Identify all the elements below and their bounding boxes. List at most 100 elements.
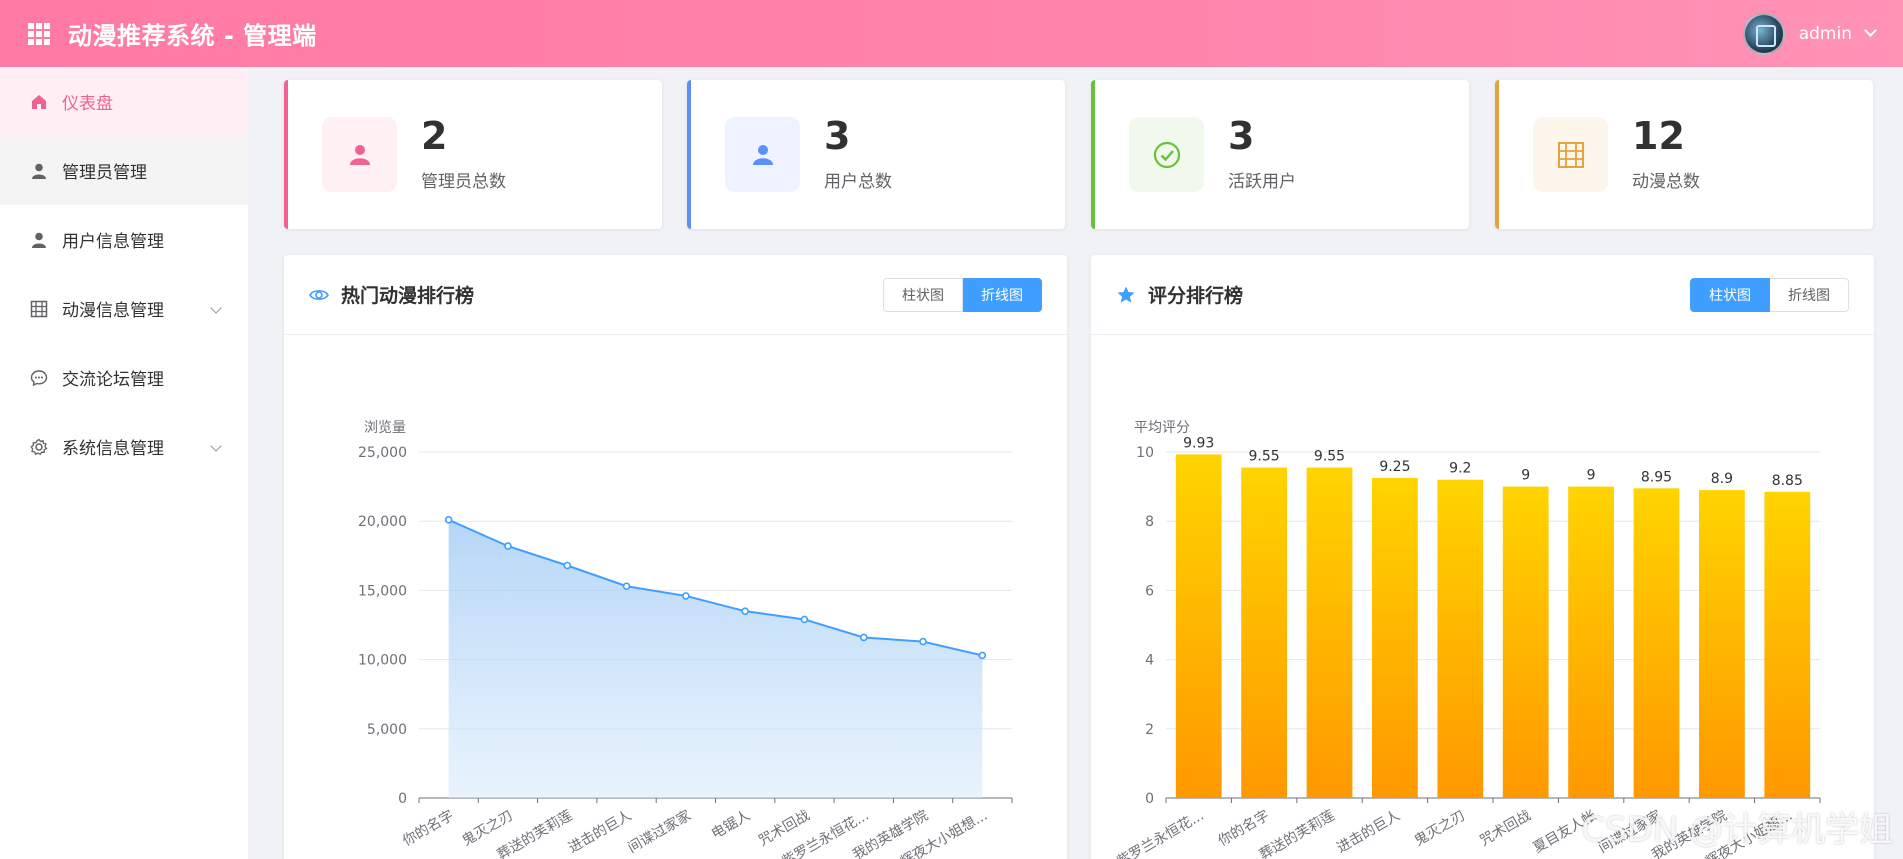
data-point [800, 615, 809, 624]
panel-title-text: 评分排行榜 [1148, 285, 1244, 307]
y-tick-label: 2 [1145, 722, 1154, 738]
data-label: 9.93 [1183, 435, 1214, 451]
stat-label: 管理员总数 [421, 172, 506, 192]
y-tick-label: 0 [1145, 791, 1154, 807]
accent-bar [1091, 80, 1095, 229]
x-tick-label: 鬼灭之刃 [1412, 808, 1468, 850]
bar [1764, 491, 1811, 798]
panel-title-text: 热门动漫排行榜 [341, 285, 475, 307]
sidebar-item-users[interactable]: 用户信息管理 [0, 205, 248, 274]
data-label: 9.25 [1379, 459, 1410, 475]
chevron-down-icon[interactable] [1864, 24, 1877, 37]
y-tick-label: 8 [1145, 514, 1154, 530]
data-label: 8.95 [1641, 469, 1672, 485]
y-tick-label: 0 [398, 791, 407, 807]
chevron-down-icon [210, 440, 222, 452]
stat-label: 动漫总数 [1632, 172, 1700, 192]
check-circle-icon [1129, 117, 1204, 192]
data-label: 9 [1587, 468, 1596, 484]
user-icon [30, 231, 48, 249]
x-tick-label: 电锯人 [709, 808, 753, 843]
accent-bar [1495, 80, 1499, 229]
data-point [978, 651, 987, 660]
y-tick-label: 5,000 [367, 722, 407, 738]
user-menu[interactable]: admin [1742, 12, 1877, 55]
data-point [859, 633, 868, 642]
bar [1568, 486, 1614, 798]
sidebar-item-label: 仪表盘 [62, 94, 113, 114]
sidebar-item-label: 管理员管理 [62, 163, 147, 183]
username[interactable]: admin [1798, 23, 1852, 44]
panel-title: 热门动漫排行榜 [309, 281, 474, 308]
data-point [919, 637, 927, 646]
bar [1241, 467, 1287, 798]
x-tick-label: 紫罗兰永恒花... [1114, 808, 1206, 859]
gear-icon [30, 438, 48, 456]
data-label: 9.2 [1449, 461, 1471, 477]
film-grid-icon [1533, 117, 1608, 192]
accent-bar [687, 80, 691, 229]
sidebar-item-anime[interactable]: 动漫信息管理 [0, 274, 248, 343]
stat-label: 活跃用户 [1228, 172, 1296, 192]
panel-header: 热门动漫排行榜 柱状图 折线图 [284, 255, 1067, 335]
user-icon [322, 117, 397, 192]
apps-grid-icon[interactable] [28, 22, 50, 45]
watermark: CSDN @计算机学姐 [1581, 810, 1893, 850]
y-tick-label: 4 [1145, 653, 1154, 669]
x-tick-label: 咒术回战 [1477, 808, 1533, 850]
series-line [448, 518, 983, 657]
panel-title: 评分排行榜 [1116, 281, 1243, 308]
stat-card-admins: 2 管理员总数 [284, 80, 662, 229]
y-axis-title: 浏览量 [364, 420, 406, 436]
hot-ranking-panel: 热门动漫排行榜 柱状图 折线图 0 5,000 10,000 15,000 20,000… [284, 255, 1067, 859]
stat-value: 3 [1228, 114, 1255, 158]
accent-bar [284, 80, 288, 229]
x-tick-label: 你的名字 [1216, 808, 1272, 850]
stat-card-active-users: 3 活跃用户 [1091, 80, 1469, 229]
bar [1437, 479, 1484, 798]
line-chart-button[interactable]: 折线图 [963, 277, 1042, 312]
sidebar-item-label: 动漫信息管理 [62, 301, 164, 321]
sidebar-item-label: 交流论坛管理 [62, 370, 164, 390]
stat-value: 3 [824, 114, 851, 158]
data-point [741, 607, 749, 615]
stat-value: 2 [421, 114, 448, 158]
bar-chart-button[interactable]: 柱状图 [883, 277, 963, 312]
brand: 动漫推荐系统 - 管理端 [28, 16, 317, 51]
line-chart-button[interactable]: 折线图 [1770, 277, 1849, 312]
x-tick-label: 进击的巨人 [1334, 808, 1403, 857]
y-tick-label: 25,000 [358, 445, 407, 461]
data-label: 9.55 [1249, 449, 1280, 465]
x-tick-label: 葬送的芙莉莲 [1256, 807, 1337, 859]
data-label: 9.55 [1314, 449, 1345, 465]
star-icon [1117, 286, 1135, 303]
series-area [448, 519, 983, 798]
bar [1699, 490, 1745, 798]
stat-card-users: 3 用户总数 [687, 80, 1065, 229]
user-icon [30, 162, 48, 180]
eye-icon [309, 289, 329, 300]
user-icon [725, 117, 800, 192]
bar [1372, 477, 1418, 798]
avatar[interactable] [1742, 12, 1785, 55]
y-tick-label: 10,000 [358, 653, 407, 669]
bar-chart-button[interactable]: 柱状图 [1690, 277, 1770, 312]
data-label: 8.85 [1772, 473, 1803, 489]
data-point [504, 542, 512, 550]
data-label: 9 [1521, 468, 1530, 484]
chart-type-toggle: 柱状图 折线图 [883, 277, 1042, 312]
sidebar-item-system[interactable]: 系统信息管理 [0, 412, 248, 481]
data-label: 8.9 [1711, 471, 1733, 487]
y-tick-label: 6 [1145, 583, 1154, 599]
sidebar-item-forum[interactable]: 交流论坛管理 [0, 343, 248, 412]
x-tick-label: 间谍过家家 [625, 807, 694, 857]
sidebar-item-admin[interactable]: 管理员管理 [0, 136, 248, 205]
sidebar-item-label: 系统信息管理 [62, 439, 164, 459]
home-icon [30, 93, 48, 111]
bar [1633, 488, 1680, 798]
sidebar: 仪表盘 管理员管理 用户信息管理 动漫信息管理 交流论坛管理 系统信息管理 [0, 67, 248, 859]
film-grid-icon [30, 300, 48, 318]
x-tick-label: 进击的巨人 [566, 808, 635, 857]
sidebar-item-dashboard[interactable]: 仪表盘 [0, 67, 248, 136]
